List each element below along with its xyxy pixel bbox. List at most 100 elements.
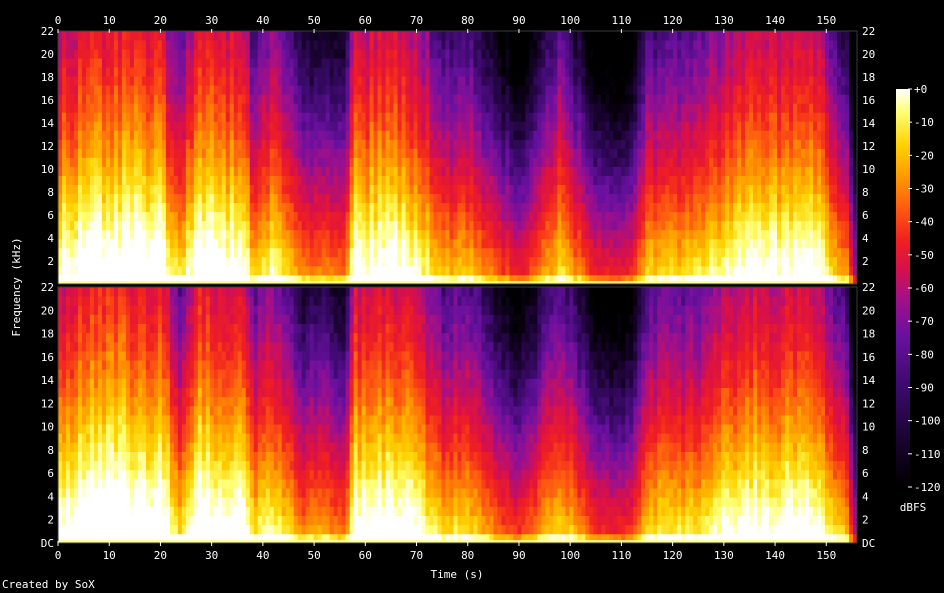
colorbar-tick-label: -30 (914, 183, 934, 196)
colorbar-tick-label: -50 (914, 249, 934, 262)
x-tick-label-top: 120 (663, 14, 683, 27)
colorbar-tick-label: -80 (914, 348, 934, 361)
colorbar-tick-label: +0 (914, 83, 927, 96)
x-tick-label-bottom: 20 (154, 549, 167, 562)
y-tick-label-left: 18 (41, 328, 54, 341)
y-tick-label-left: 18 (41, 71, 54, 84)
colorbar-tick-label: -120 (914, 481, 941, 494)
x-tick-label-bottom: 140 (765, 549, 785, 562)
x-tick-label-bottom: 100 (560, 549, 580, 562)
x-tick-label-bottom: 40 (256, 549, 269, 562)
colorbar-tick-label: -10 (914, 116, 934, 129)
x-tick-label-top: 50 (307, 14, 320, 27)
y-tick-label-left: 14 (41, 374, 55, 387)
spectrogram-panel-channel-2 (57, 286, 858, 544)
spectrogram-panel-channel-1 (57, 30, 858, 285)
y-tick-label-left: 10 (41, 163, 54, 176)
y-tick-label-left: 6 (47, 209, 54, 222)
x-tick-label-bottom: 80 (461, 549, 474, 562)
colorbar-tick-label: -70 (914, 315, 934, 328)
y-tick-label-right: 10 (862, 163, 875, 176)
colorbar-tick-label: -100 (914, 415, 941, 428)
y-tick-label-right: 18 (862, 328, 875, 341)
colorbar-gradient (896, 89, 910, 487)
y-tick-label-left: 14 (41, 117, 55, 130)
y-tick-label-right: 18 (862, 71, 875, 84)
x-tick-label-bottom: 30 (205, 549, 218, 562)
y-tick-label-right: 16 (862, 351, 875, 364)
y-tick-label-left: 16 (41, 94, 54, 107)
colorbar-tick-label: -110 (914, 448, 941, 461)
y-tick-label-left: DC (41, 537, 54, 550)
y-tick-label-left: 4 (47, 232, 54, 245)
x-tick-label-top: 40 (256, 14, 269, 27)
x-tick-label-bottom: 130 (714, 549, 734, 562)
x-tick-label-bottom: 90 (512, 549, 525, 562)
bottom-x-axis: 0 10 20 30 40 50 60 70 80 90 100 110 120 130 140 150 (55, 541, 836, 562)
x-tick-label-top: 20 (154, 14, 167, 27)
credit-text: Created by SoX (2, 578, 95, 591)
colorbar: +0 -10 -20 -30 -40 -50 -60 -70 -80 -90 -100 -110 -12… (896, 83, 941, 514)
x-tick-label-bottom: 10 (103, 549, 116, 562)
y-tick-label-right: 6 (862, 467, 869, 480)
y-tick-label-right: 22 (862, 281, 875, 294)
x-tick-label-top: 0 (55, 14, 62, 27)
y-tick-label-left: 12 (41, 397, 54, 410)
x-tick-label-top: 70 (410, 14, 423, 27)
y-tick-label-left: 2 (47, 514, 54, 527)
colorbar-tick-label: -20 (914, 149, 934, 162)
y-tick-label-right: 8 (862, 186, 869, 199)
y-tick-label-right: 16 (862, 94, 875, 107)
y-tick-label-left: 22 (41, 281, 54, 294)
y-tick-label-left: 8 (47, 444, 54, 457)
y-tick-label-left: 20 (41, 48, 54, 61)
y-tick-label-left: 20 (41, 304, 54, 317)
x-tick-label-bottom: 120 (663, 549, 683, 562)
y-tick-label-right: 14 (862, 374, 876, 387)
x-tick-label-bottom: 150 (816, 549, 836, 562)
y-tick-label-right: 10 (862, 421, 875, 434)
y-tick-label-right: 14 (862, 117, 876, 130)
y-tick-label-left: 2 (47, 255, 54, 268)
y-axis-label: Frequency (kHz) (10, 237, 23, 336)
y-tick-label-right: 8 (862, 444, 869, 457)
y-tick-label-right: DC (862, 537, 875, 550)
x-tick-label-top: 100 (560, 14, 580, 27)
y-tick-label-right: 12 (862, 397, 875, 410)
top-x-axis: 0 10 20 30 40 50 60 70 80 90 100 110 120 130 140 150 (55, 14, 836, 33)
y-tick-label-left: 16 (41, 351, 54, 364)
y-tick-label-right: 12 (862, 140, 875, 153)
y-tick-label-right: 22 (862, 25, 875, 38)
x-tick-label-top: 140 (765, 14, 785, 27)
y-tick-label-right: 4 (862, 232, 869, 245)
x-tick-label-bottom: 110 (611, 549, 631, 562)
x-axis-label: Time (s) (431, 568, 484, 581)
y-tick-label-left: 6 (47, 467, 54, 480)
x-tick-label-bottom: 70 (410, 549, 423, 562)
x-tick-label-top: 110 (611, 14, 631, 27)
y-tick-label-left: 22 (41, 25, 54, 38)
x-tick-label-top: 10 (103, 14, 116, 27)
x-tick-label-bottom: 50 (307, 549, 320, 562)
y-tick-label-right: 20 (862, 48, 875, 61)
y-tick-label-right: 2 (862, 514, 869, 527)
x-tick-label-top: 30 (205, 14, 218, 27)
x-tick-label-top: 80 (461, 14, 474, 27)
y-tick-label-left: 12 (41, 140, 54, 153)
colorbar-tick-label: -60 (914, 282, 934, 295)
colorbar-tick-label: -90 (914, 382, 934, 395)
x-tick-label-bottom: 60 (359, 549, 372, 562)
x-tick-label-top: 150 (816, 14, 836, 27)
y-tick-label-right: 2 (862, 255, 869, 268)
x-tick-label-top: 90 (512, 14, 525, 27)
x-tick-label-top: 60 (359, 14, 372, 27)
x-tick-label-top: 130 (714, 14, 734, 27)
y-tick-label-left: 8 (47, 186, 54, 199)
x-tick-label-bottom: 0 (55, 549, 62, 562)
y-tick-label-left: 10 (41, 421, 54, 434)
colorbar-ticks: +0 -10 -20 -30 -40 -50 -60 -70 -80 -90 -100 -110 -12… (908, 83, 941, 494)
y-tick-label-right: 4 (862, 491, 869, 504)
y-tick-label-right: 20 (862, 304, 875, 317)
